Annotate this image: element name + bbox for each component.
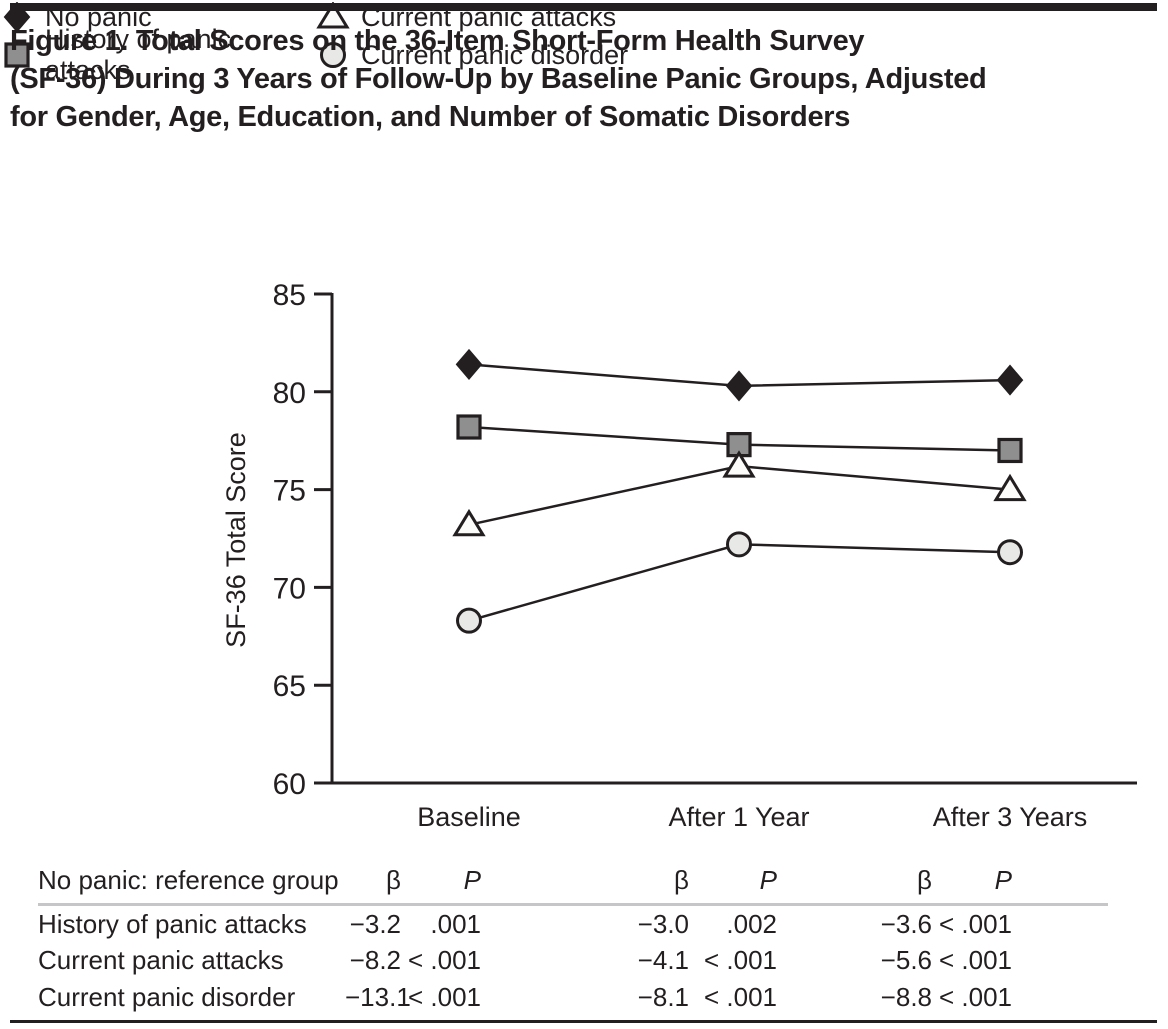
marker-current-panic-attacks-baseline: [452, 508, 486, 537]
cell-p-baseline: .001: [430, 908, 481, 939]
figure-title-line-3: for Gender, Age, Education, and Number o…: [10, 101, 851, 133]
sf36-line-chart: 60 65 70 75 80 85 Baseline After 1 Year After 3 …: [221, 279, 1137, 832]
table-row: History of panic attacks −3.2 .001 −3.0 …: [38, 906, 1108, 943]
table-header-beta-baseline: β: [386, 865, 401, 895]
legend-label: Current panic disorder: [361, 39, 629, 70]
cell-beta-baseline: −13.1: [345, 981, 411, 1012]
cell-beta-year1: −8.1: [637, 981, 689, 1012]
triangle-glyph: [316, 2, 350, 29]
cell-p-year1: < .001: [703, 945, 777, 976]
y-tick-label-65: 65: [273, 670, 306, 703]
square-icon: [4, 42, 30, 68]
row-label-current-panic-attacks: Current panic attacks: [38, 945, 284, 976]
cell-beta-year1: −3.0: [637, 908, 689, 939]
cell-beta-year3: −5.6: [880, 945, 932, 976]
marker-current-panic-attacks-after-1-year: [722, 450, 756, 478]
bottom-rule-bar: [10, 1020, 1157, 1023]
marker-history-of-panic-attacks-baseline: [456, 414, 482, 440]
row-label-history-of-panic-attacks: History of panic attacks: [38, 908, 307, 939]
cell-p-year3: < .001: [938, 908, 1012, 939]
circle-glyph: [320, 42, 346, 68]
cell-beta-baseline: −8.2: [349, 945, 401, 976]
cell-p-year3: < .001: [938, 981, 1012, 1012]
figure-title-line-2: (SF-36) During 3 Years of Follow-Up by B…: [10, 63, 987, 95]
cell-beta-baseline: −3.2: [349, 908, 401, 939]
table-header-beta-year1: β: [674, 865, 689, 895]
x-category-label-after-1-year: After 1 Year: [668, 802, 809, 832]
cell-p-year3: < .001: [938, 945, 1012, 976]
y-tick-label-70: 70: [273, 572, 306, 605]
marker-no-panic-baseline: [455, 348, 483, 380]
beta-p-table: No panic: reference group β P β P β P Hi…: [38, 858, 1108, 1016]
legend-item-current-panic-disorder: Current panic disorder: [316, 38, 1168, 72]
cell-p-baseline: < .001: [407, 945, 481, 976]
marker-no-panic-after-1-year: [725, 370, 753, 402]
cell-p-year1: .002: [726, 908, 777, 939]
y-tick-label-85: 85: [273, 279, 306, 312]
figure-title: Figure 1. Total Scores on the 36-Item Sh…: [10, 22, 987, 136]
cell-beta-year1: −4.1: [637, 945, 689, 976]
triangle-icon: [316, 2, 350, 29]
cell-p-baseline: < .001: [407, 981, 481, 1012]
table-header-beta-year3: β: [917, 865, 932, 895]
top-rule-bar: [10, 3, 1157, 11]
table-header-p-year3: P: [994, 865, 1012, 895]
circle-icon: [320, 42, 346, 68]
table-row: Current panic attacks −8.2 < .001 −4.1 <…: [38, 943, 1108, 980]
table-header-reference-group: No panic: reference group: [38, 865, 339, 895]
cell-beta-year3: −3.6: [880, 908, 932, 939]
x-category-label-after-3-years: After 3 Years: [933, 802, 1088, 832]
y-tick-label-80: 80: [273, 377, 306, 410]
marker-history-of-panic-attacks-after-3-years: [997, 437, 1023, 464]
marker-current-panic-disorder-baseline: [456, 607, 482, 634]
legend-item-history-of-panic-attacks: History of panic attacks: [0, 24, 316, 85]
marker-no-panic-after-3-years: [996, 364, 1024, 396]
figure-title-line-1: Figure 1. Total Scores on the 36-Item Sh…: [10, 25, 865, 57]
square-glyph: [4, 42, 30, 68]
marker-current-panic-disorder-after-1-year: [726, 531, 752, 558]
y-tick-label-60: 60: [273, 768, 306, 801]
table-row: Current panic disorder −13.1 < .001 −8.1…: [38, 979, 1108, 1016]
row-label-current-panic-disorder: Current panic disorder: [38, 981, 296, 1012]
marker-current-panic-attacks-after-3-years: [993, 473, 1027, 502]
marker-current-panic-disorder-after-3-years: [997, 539, 1023, 566]
table-header-p-baseline: P: [463, 865, 481, 895]
legend-label: History of panic attacks: [45, 24, 232, 85]
x-category-label-baseline: Baseline: [417, 802, 521, 832]
y-tick-label-75: 75: [273, 475, 306, 508]
table-header-p-year1: P: [759, 865, 777, 895]
y-axis-title: SF-36 Total Score: [221, 432, 251, 648]
table-header-row: No panic: reference group β P β P β P: [38, 858, 1108, 906]
cell-p-year1: < .001: [703, 981, 777, 1012]
cell-beta-year3: −8.8: [880, 981, 932, 1012]
